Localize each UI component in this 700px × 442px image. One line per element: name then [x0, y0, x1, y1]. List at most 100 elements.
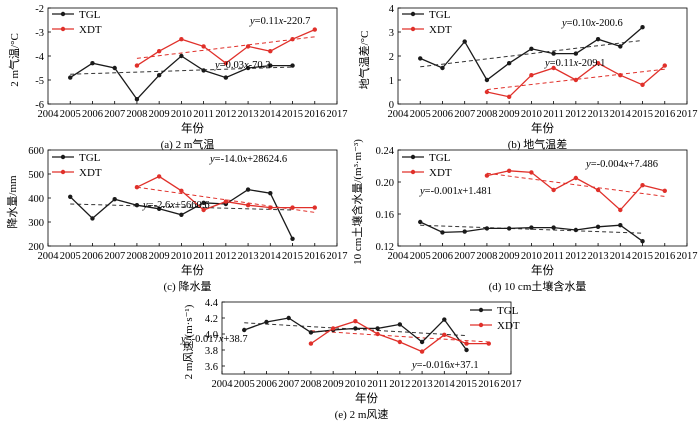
x-tick-label: 2016: [304, 251, 325, 262]
x-axis-title: 年份: [531, 121, 554, 135]
y-axis-title: 2 m风速/(m·s⁻¹): [182, 304, 195, 379]
data-point-tgl: [268, 191, 273, 196]
trend-line-xdt: [136, 36, 315, 59]
y-tick-label: -2: [35, 4, 44, 15]
x-tick-label: 2009: [149, 109, 170, 120]
data-point-xdt: [375, 331, 380, 337]
y-tick-label: 0.24: [376, 146, 395, 157]
x-tick-label: 2007: [278, 379, 299, 390]
trend-equation-tgl: y=-0.001x+1.481: [419, 186, 492, 197]
legend-marker-tgl: [60, 154, 66, 160]
data-point-tgl: [462, 39, 467, 44]
x-tick-label: 2016: [478, 379, 499, 390]
trend-line-tgl: [244, 322, 467, 337]
data-point-tgl: [462, 229, 467, 234]
x-tick-label: 2012: [215, 251, 236, 262]
x-tick-label: 2012: [215, 109, 236, 120]
y-tick-label: 400: [28, 194, 44, 205]
data-point-xdt: [640, 183, 645, 188]
panel-e: 2004 2005 2006 2007 2008 2009 2010 2011 2012 2013…: [180, 298, 522, 421]
data-point-tgl: [156, 73, 162, 78]
x-tick-label: 2008: [300, 379, 321, 390]
data-point-xdt: [484, 173, 490, 178]
y-axis-title: 10 cm土壤含水量/(m³·m⁻³): [350, 139, 364, 265]
x-tick-label: 2015: [632, 251, 653, 262]
data-point-xdt: [223, 199, 229, 204]
data-point-tgl: [242, 327, 247, 333]
data-point-xdt: [618, 207, 623, 213]
legend-marker-xdt: [410, 26, 416, 32]
x-tick-label: 2013: [588, 251, 609, 262]
series-line-tgl: [419, 26, 643, 81]
data-point-xdt: [573, 77, 579, 83]
data-point-xdt: [245, 44, 251, 49]
legend-label-tgl: TGL: [79, 9, 101, 21]
y-tick-label: 4.0: [205, 330, 218, 341]
data-point-xdt: [353, 319, 358, 324]
data-point-tgl: [618, 44, 623, 49]
trend-equation-xdt: y=-0.017x+38.7: [180, 334, 248, 345]
data-point-tgl: [112, 197, 117, 202]
x-tick-label: 2008: [476, 251, 497, 262]
data-point-xdt: [156, 49, 162, 54]
legend-marker-tgl: [478, 307, 484, 313]
x-tick-label: 2013: [238, 109, 259, 120]
data-point-tgl: [484, 77, 490, 83]
x-tick-label: 2016: [654, 251, 675, 262]
data-point-xdt: [595, 61, 601, 66]
data-point-xdt: [179, 188, 184, 193]
x-tick-label: 2011: [193, 251, 214, 262]
legend-marker-xdt: [60, 169, 66, 175]
data-point-tgl: [179, 212, 184, 217]
data-point-xdt: [134, 63, 140, 68]
y-tick-label: 3.6: [205, 362, 218, 373]
y-tick-label: 4.4: [205, 298, 219, 309]
legend-marker-xdt: [410, 169, 416, 175]
data-point-tgl: [264, 319, 269, 325]
data-point-tgl: [179, 53, 184, 59]
x-tick-label: 2009: [323, 379, 344, 390]
data-point-tgl: [529, 225, 534, 230]
data-point-xdt: [486, 341, 491, 346]
x-tick-label: 2014: [434, 379, 456, 390]
data-point-tgl: [68, 194, 73, 199]
data-point-tgl: [573, 227, 579, 233]
trend-equation-tgl: y=-0.016x+37.1: [411, 360, 479, 371]
panel-caption: (c) 降水量: [164, 279, 212, 293]
x-tick-label: 2004: [38, 251, 60, 262]
y-tick-label: 4: [389, 4, 395, 15]
x-tick-label: 2010: [521, 109, 542, 120]
x-tick-label: 2016: [654, 109, 675, 120]
y-tick-label: 2: [389, 52, 394, 63]
data-point-tgl: [223, 75, 229, 80]
data-point-xdt: [156, 174, 162, 179]
x-axis-title: 年份: [355, 391, 378, 405]
y-tick-label: 500: [28, 170, 44, 181]
data-point-xdt: [397, 339, 403, 345]
x-axis-title: 年份: [531, 263, 554, 277]
x-tick-label: 2017: [677, 109, 698, 120]
data-point-tgl: [308, 330, 314, 335]
legend-marker-tgl: [410, 11, 416, 17]
y-tick-label: 3.8: [205, 346, 218, 357]
x-tick-label: 2011: [193, 109, 214, 120]
data-point-xdt: [268, 49, 273, 54]
data-point-tgl: [418, 56, 423, 61]
data-point-tgl: [418, 219, 423, 225]
data-point-tgl: [134, 97, 140, 102]
data-point-tgl: [201, 200, 206, 205]
data-point-xdt: [312, 205, 317, 210]
data-point-xdt: [662, 63, 667, 68]
x-tick-label: 2004: [212, 379, 234, 390]
legend-marker-xdt: [60, 26, 66, 32]
x-tick-label: 2007: [104, 109, 125, 120]
trend-equation-xdt: y=0.11x-220.7: [249, 16, 310, 27]
x-tick-label: 2006: [432, 251, 453, 262]
data-point-tgl: [201, 68, 206, 73]
plot-frame: [221, 301, 512, 375]
data-point-xdt: [442, 332, 447, 337]
x-tick-label: 2006: [82, 251, 103, 262]
data-point-tgl: [397, 322, 403, 327]
y-axis-title: 地气温差/°C: [357, 31, 371, 90]
